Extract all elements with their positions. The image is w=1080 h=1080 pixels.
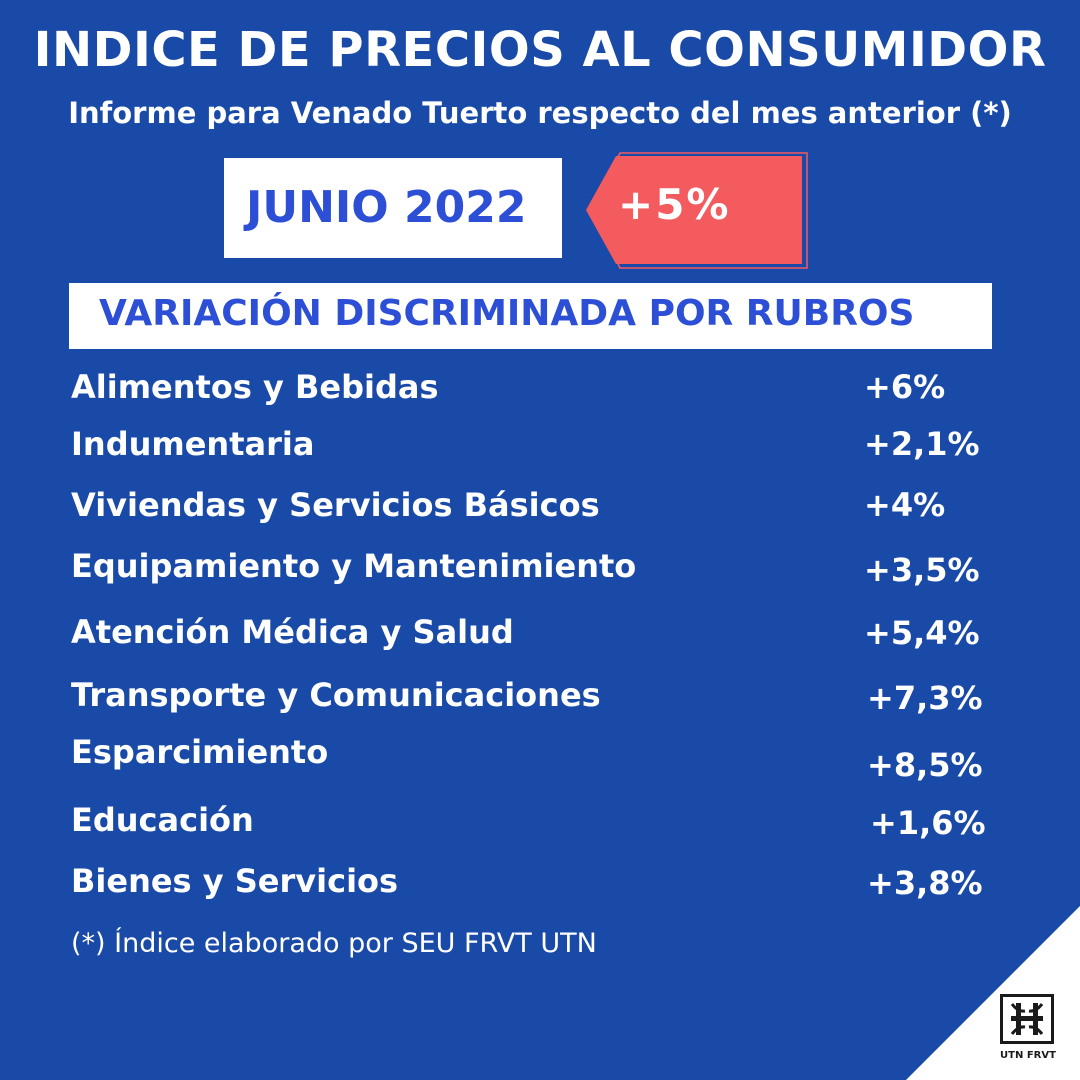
footnote: (*) Índice elaborado por SEU FRVT UTN (71, 928, 597, 959)
rubro-label: Equipamiento y Mantenimiento (71, 547, 637, 585)
rubro-value: +7,3% (867, 679, 983, 717)
logo-caption: UTN FRVT (1000, 1050, 1056, 1061)
rubro-label: Esparcimiento (71, 733, 329, 771)
section-header: VARIACIÓN DISCRIMINADA POR RUBROS (69, 283, 992, 349)
rubro-value: +3,8% (867, 864, 983, 902)
rubro-label: Atención Médica y Salud (71, 613, 514, 651)
month-label: JUNIO 2022 (246, 182, 527, 233)
variation-tag (586, 156, 802, 264)
rubro-value: +8,5% (867, 746, 983, 784)
rubro-label: Bienes y Servicios (71, 862, 399, 900)
rubro-label: Transporte y Comunicaciones (71, 676, 601, 714)
rubro-label: Educación (71, 801, 254, 839)
rubro-value: +2,1% (864, 425, 980, 463)
page-title: INDICE DE PRECIOS AL CONSUMIDOR (33, 22, 1047, 78)
utn-logo-icon (1000, 994, 1054, 1044)
rubro-value: +5,4% (864, 614, 980, 652)
rubro-value: +3,5% (864, 551, 980, 589)
rubro-value: +6% (864, 368, 946, 406)
rubro-value: +1,6% (870, 804, 986, 842)
total-variation: +5% (618, 180, 731, 229)
month-box: JUNIO 2022 (224, 158, 562, 258)
rubro-label: Viviendas y Servicios Básicos (71, 486, 600, 524)
section-title: VARIACIÓN DISCRIMINADA POR RUBROS (99, 293, 915, 334)
rubro-label: Alimentos y Bebidas (71, 368, 439, 406)
rubro-value: +4% (864, 486, 946, 524)
page-subtitle: Informe para Venado Tuerto respecto del … (68, 96, 1012, 130)
rubro-label: Indumentaria (71, 425, 315, 463)
